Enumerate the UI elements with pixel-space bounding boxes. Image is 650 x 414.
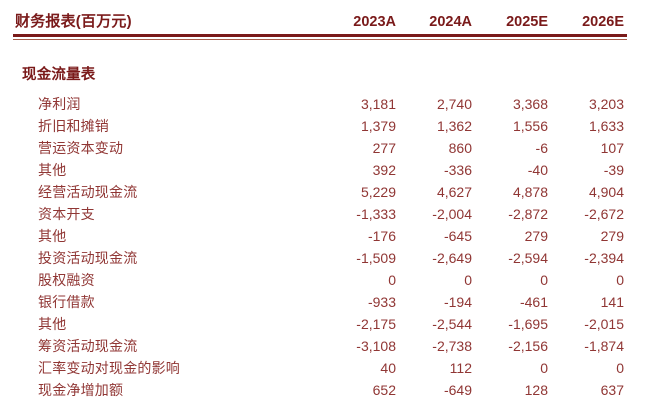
row-value: 107 <box>600 140 624 156</box>
row-value: 112 <box>449 360 472 376</box>
row-value: 277 <box>372 140 396 156</box>
row-value: 5,229 <box>360 184 396 200</box>
row-value: -649 <box>443 382 472 398</box>
row-value: 392 <box>372 162 396 178</box>
row-value: 4,904 <box>588 184 624 200</box>
row-label: 股权融资 <box>38 272 95 288</box>
table-title: 财务报表(百万元) <box>15 13 132 30</box>
row-value: -1,695 <box>508 316 548 332</box>
row-value: 1,362 <box>436 118 472 134</box>
row-value: 652 <box>372 382 396 398</box>
row-value: -2,649 <box>432 250 472 266</box>
table-row: 折旧和摊销 1,379 1,362 1,556 1,633 <box>0 115 650 137</box>
column-header-2025e: 2025E <box>506 14 548 30</box>
row-value: 40 <box>380 360 396 376</box>
row-value: -40 <box>527 162 548 178</box>
row-label: 资本开支 <box>38 206 95 222</box>
section-title-cash-flow: 现金流量表 <box>22 67 96 83</box>
row-value: -2,015 <box>584 316 624 332</box>
column-header-2023a: 2023A <box>353 14 396 30</box>
row-label: 其他 <box>38 316 67 332</box>
row-label: 投资活动现金流 <box>38 250 138 266</box>
table-row: 营运资本变动 277 860 -6 107 <box>0 137 650 159</box>
row-value: 4,627 <box>436 184 472 200</box>
row-value: 637 <box>600 382 624 398</box>
header-divider <box>13 34 627 40</box>
row-value: -2,738 <box>432 338 472 354</box>
table-row: 银行借款 -933 -194 -461 141 <box>0 291 650 313</box>
row-label: 现金净增加额 <box>38 382 124 398</box>
row-value: 0 <box>388 272 396 288</box>
row-value: -2,156 <box>508 338 548 354</box>
table-row: 汇率变动对现金的影响 40 112 0 0 <box>0 357 650 379</box>
row-value: -176 <box>367 228 396 244</box>
row-value: -2,004 <box>432 206 472 222</box>
row-value: 279 <box>600 228 624 244</box>
row-value: -645 <box>443 228 472 244</box>
row-label: 银行借款 <box>38 294 95 310</box>
table-body: 净利润 3,181 2,740 3,368 3,203 折旧和摊销 1,379 1,362 1,… <box>0 93 650 401</box>
table-row: 净利润 3,181 2,740 3,368 3,203 <box>0 93 650 115</box>
row-value: 0 <box>540 272 548 288</box>
table-row: 经营活动现金流 5,229 4,627 4,878 4,904 <box>0 181 650 203</box>
table-header-row: 财务报表(百万元) 2023A 2024A 2025E 2026E <box>0 0 650 34</box>
table-row: 股权融资 0 0 0 0 <box>0 269 650 291</box>
row-value: -933 <box>367 294 396 310</box>
row-value: 1,379 <box>360 118 396 134</box>
table-row: 现金净增加额 652 -649 128 637 <box>0 379 650 401</box>
row-label: 折旧和摊销 <box>38 118 109 134</box>
row-value: -1,333 <box>356 206 396 222</box>
row-value: 0 <box>464 272 472 288</box>
row-value: 141 <box>600 294 624 310</box>
table-row: 其他 392 -336 -40 -39 <box>0 159 650 181</box>
row-value: -1,509 <box>356 250 396 266</box>
row-label: 其他 <box>38 162 67 178</box>
row-value: 3,181 <box>360 96 396 112</box>
table-row: 资本开支 -1,333 -2,004 -2,872 -2,672 <box>0 203 650 225</box>
column-header-2026e: 2026E <box>582 14 624 30</box>
row-value: 1,556 <box>512 118 548 134</box>
row-label: 净利润 <box>38 96 81 112</box>
row-label: 经营活动现金流 <box>38 184 138 200</box>
row-value: 3,203 <box>588 96 624 112</box>
row-label: 其他 <box>38 228 67 244</box>
table-row: 其他 -176 -645 279 279 <box>0 225 650 247</box>
row-value: -1,874 <box>584 338 624 354</box>
row-label: 汇率变动对现金的影响 <box>38 360 180 376</box>
row-value: -39 <box>603 162 624 178</box>
row-value: 0 <box>540 360 548 376</box>
row-value: 0 <box>616 360 624 376</box>
row-value: -2,672 <box>584 206 624 222</box>
column-header-2024a: 2024A <box>429 14 472 30</box>
row-value: 0 <box>616 272 624 288</box>
row-value: -6 <box>535 140 548 156</box>
row-value: 279 <box>524 228 548 244</box>
table-row: 筹资活动现金流 -3,108 -2,738 -2,156 -1,874 <box>0 335 650 357</box>
table-row: 其他 -2,175 -2,544 -1,695 -2,015 <box>0 313 650 335</box>
row-value: -194 <box>443 294 472 310</box>
row-value: 4,878 <box>512 184 548 200</box>
row-label: 营运资本变动 <box>38 140 124 156</box>
row-value: -2,175 <box>356 316 396 332</box>
row-value: -3,108 <box>356 338 396 354</box>
row-value: -2,872 <box>508 206 548 222</box>
row-value: -336 <box>443 162 472 178</box>
row-value: 3,368 <box>512 96 548 112</box>
row-label: 筹资活动现金流 <box>38 338 138 354</box>
row-value: 1,633 <box>588 118 624 134</box>
row-value: -2,594 <box>508 250 548 266</box>
row-value: 2,740 <box>436 96 472 112</box>
row-value: 128 <box>524 382 548 398</box>
row-value: 860 <box>448 140 472 156</box>
table-row: 投资活动现金流 -1,509 -2,649 -2,594 -2,394 <box>0 247 650 269</box>
row-value: -2,544 <box>432 316 472 332</box>
row-value: -2,394 <box>584 250 624 266</box>
row-value: -461 <box>519 294 548 310</box>
